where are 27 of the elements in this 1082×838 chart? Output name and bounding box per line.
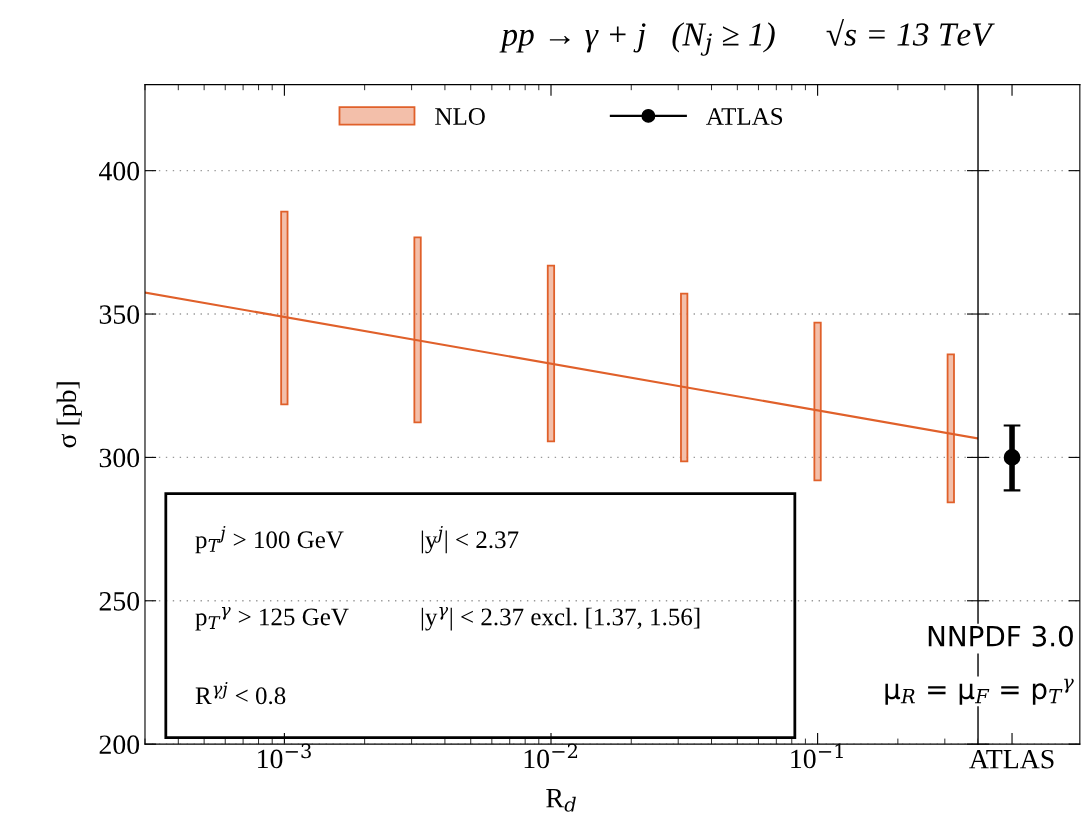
annotation: p$_{T}$$^{γ}$ > 125 GeV [195, 606, 349, 631]
legend-label: NLO [435, 108, 485, 125]
legend-label: ATLAS [706, 108, 783, 125]
annotation: p$_{T}$$^{j}$ > 100 GeV [195, 525, 344, 554]
x-axis-title: R$_{d}$ [546, 789, 576, 812]
bar [280, 210, 289, 406]
chart-title: pp → γ + j (N$_{j}$ ≥ 1) √s = 13 TeV [499, 19, 995, 56]
bar [680, 292, 689, 463]
annotation: NNPDF 3.0 [928, 625, 1073, 647]
annotation: R$^{γj}$ < 0.8 [195, 681, 286, 705]
annotation: μ$_{R}$ = μ$_{F}$ = p$_{T}$$^{γ}$ [885, 678, 1074, 705]
y-tick-label: 300 [99, 448, 140, 468]
x-tick-label: ATLAS [969, 749, 1054, 769]
x-tick-label: 10$^{−1}$ [791, 743, 843, 769]
annotation: |y$^{γ}$| < 2.37 excl. [1.37, 1.56] [421, 606, 700, 631]
bar [813, 321, 822, 482]
x-tick-label: 10$^{−3}$ [258, 743, 311, 769]
bar [546, 264, 556, 443]
y-tick-label: 200 [99, 735, 140, 755]
y-axis-title: σ [pb] [56, 382, 82, 448]
y-tick-label: 350 [99, 305, 140, 324]
y-tick-label: 250 [99, 591, 140, 611]
x-tick-label: 10$^{−2}$ [524, 743, 578, 769]
annotation: |y$^{j}$| < 2.37 [421, 525, 519, 554]
bar [413, 236, 422, 424]
bar [946, 353, 955, 504]
y-tick-label: 400 [99, 161, 140, 181]
